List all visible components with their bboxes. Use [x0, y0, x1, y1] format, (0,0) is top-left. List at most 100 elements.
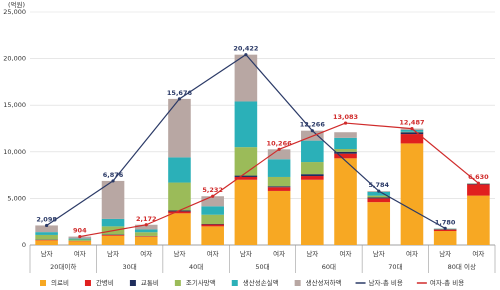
x-tick-label: 남자	[107, 249, 119, 258]
data-label: 2,098	[36, 215, 57, 223]
bar-segment	[267, 176, 291, 187]
legend-label: 의료비	[51, 278, 69, 287]
bar-segment	[234, 175, 258, 177]
bar-segment	[400, 132, 424, 135]
bar-segment	[35, 240, 58, 245]
data-label: 12,487	[399, 119, 424, 127]
y-tick-label: 10,000	[3, 148, 26, 156]
bar-segment	[334, 158, 357, 245]
line-segment	[79, 224, 147, 238]
bar-segment	[334, 132, 357, 138]
data-label: 13,083	[333, 113, 358, 121]
legend-label: 간병비	[96, 278, 114, 287]
data-label: 1,780	[435, 218, 456, 226]
bar-segment	[267, 190, 291, 245]
bar-segment	[267, 159, 291, 177]
legend-label: 생산성손실액	[243, 278, 279, 287]
x-tick-label: 여자	[140, 249, 152, 258]
bar-segment	[301, 174, 324, 177]
unit-label: (억원)	[8, 0, 25, 9]
line-segment	[46, 180, 114, 226]
bar-segment	[234, 179, 258, 245]
y-tick-label: 25,000	[3, 8, 26, 16]
bar-segment	[234, 54, 258, 102]
line-segment	[112, 98, 180, 182]
bar-segment	[201, 206, 224, 215]
line-marker	[410, 127, 414, 131]
line-marker	[211, 194, 215, 198]
group-label: 20대이하	[50, 262, 76, 271]
line-segment	[245, 54, 313, 132]
bar-segment	[234, 101, 258, 148]
line-marker	[277, 147, 281, 151]
bar-segment	[101, 218, 125, 227]
x-tick-label: 남자	[306, 249, 318, 258]
bar-segment	[301, 140, 324, 163]
group-label: 50대	[255, 263, 269, 271]
bar-segment	[367, 195, 391, 198]
group-label: 40대	[189, 263, 203, 271]
bar-segment	[35, 225, 58, 233]
bar-segment	[301, 176, 324, 180]
bar-segment	[168, 98, 191, 158]
bar-segment	[301, 179, 324, 245]
legend-swatch	[40, 280, 46, 286]
line-marker	[45, 223, 49, 228]
y-tick-label: 15,000	[3, 101, 26, 109]
x-tick-label: 여자	[74, 249, 86, 258]
line-marker	[244, 53, 248, 57]
line-segment	[311, 130, 380, 192]
data-label: 5,784	[368, 181, 389, 189]
line-marker	[476, 181, 480, 185]
legend-label: 조기사망액	[186, 278, 216, 287]
line-marker	[144, 223, 148, 227]
line-marker	[343, 121, 348, 125]
bar-segment	[301, 162, 324, 175]
bar-segment	[168, 211, 191, 214]
y-tick-label: 5,000	[7, 194, 26, 202]
bar-segment	[400, 134, 424, 144]
y-tick-label: 0	[22, 241, 26, 249]
bar-segment	[201, 224, 224, 227]
bar-segment	[134, 232, 158, 236]
line-segment	[278, 122, 346, 150]
group-label: 70대	[388, 263, 402, 271]
bar-segment	[367, 202, 391, 245]
x-tick-label: 남자	[373, 249, 385, 258]
bar-segment	[334, 153, 357, 159]
group-label: 80대 이상	[448, 262, 476, 271]
bar-segment	[367, 197, 391, 199]
line-marker	[177, 97, 182, 101]
x-tick-label: 남자	[173, 249, 185, 258]
legend-label: 생산성저하액	[306, 278, 342, 287]
legend-label: 교통비	[141, 278, 159, 287]
group-label: 60대	[322, 263, 336, 271]
bar-segment	[134, 236, 158, 245]
x-tick-label: 여자	[472, 249, 484, 258]
bar-segment	[400, 143, 424, 245]
bar-segment	[35, 232, 58, 235]
group-label: 30대	[123, 263, 137, 271]
data-label: 904	[73, 227, 87, 235]
bar-segment	[101, 235, 125, 245]
legend-swatch	[174, 280, 181, 286]
data-label: 5,232	[202, 186, 223, 194]
data-label: 20,422	[233, 45, 258, 53]
y-tick-label: 20,000	[3, 55, 26, 63]
data-label: 6,876	[103, 171, 124, 179]
line-segment	[212, 148, 280, 197]
line-segment	[345, 122, 413, 130]
bar-segment	[267, 187, 291, 191]
legend-label: 남자-총 비용	[369, 278, 403, 287]
line-marker	[377, 189, 381, 193]
line-segment	[378, 190, 446, 229]
bar-segment	[334, 151, 357, 154]
x-tick-label: 남자	[240, 249, 252, 258]
x-tick-label: 남자	[41, 249, 53, 258]
line-marker	[78, 234, 82, 239]
line-marker	[443, 226, 447, 231]
line-marker	[111, 179, 115, 183]
bar-segment	[367, 198, 391, 203]
bar-segment	[168, 157, 191, 183]
